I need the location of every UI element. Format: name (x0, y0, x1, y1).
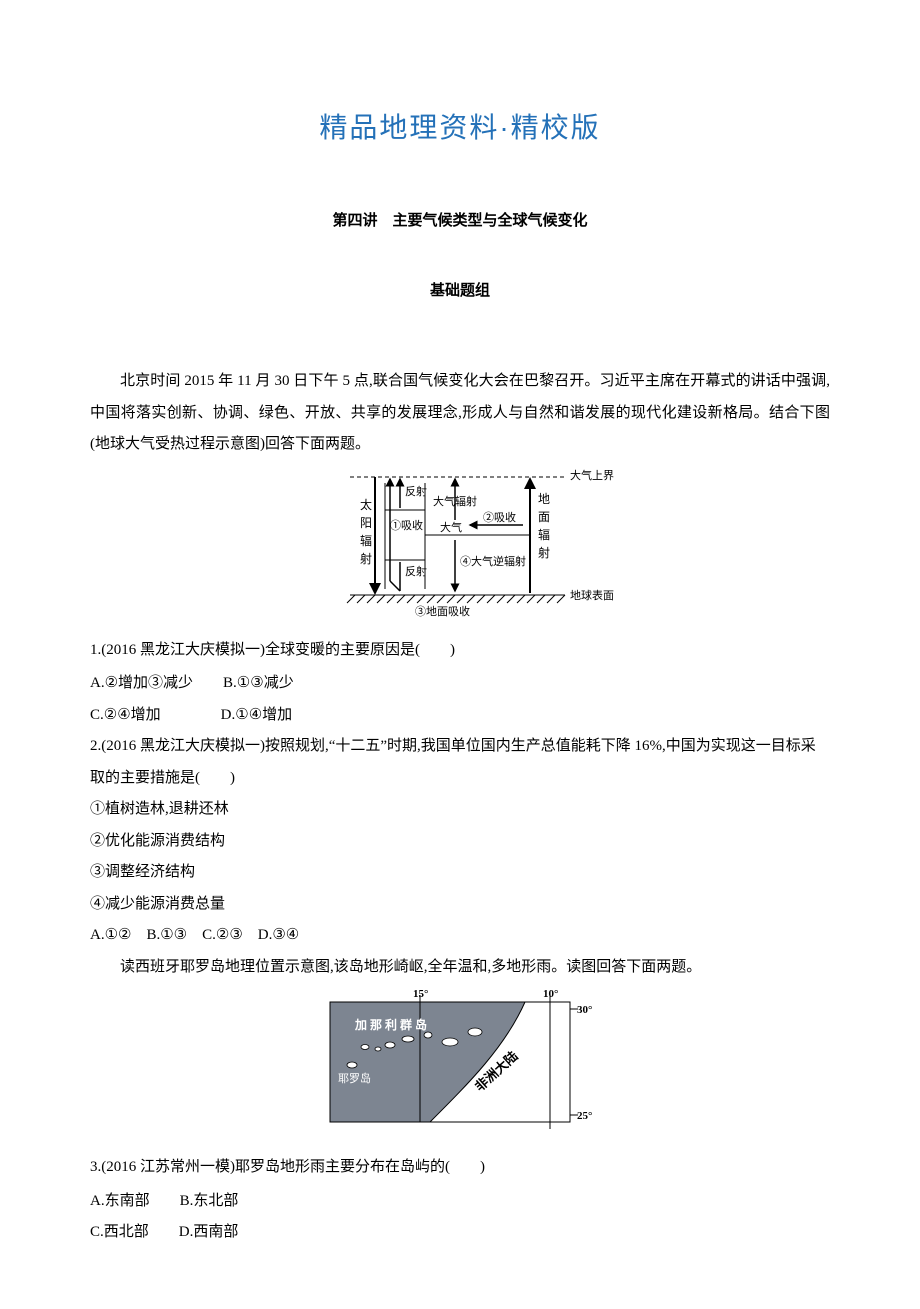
q1-optD: D.①④增加 (221, 707, 292, 723)
label-solar-1: 太 (360, 497, 372, 512)
para-2: 读西班牙耶罗岛地理位置示意图,该岛地形崎岖,全年温和,多地形雨。读图回答下面两题… (90, 952, 830, 984)
figure-atmosphere-diagram: 大气上界 地球表面 太 阳 辐 射 反射 ①吸收 反射 大气辐射 大气 ②吸收 … (90, 465, 830, 631)
figure-hierro-map: 15° 10° 30° 25° 加 那 利 群 岛 耶罗岛 非洲大陆 (90, 987, 830, 1148)
label-atm: 大气 (440, 520, 462, 534)
q2-item-4: ④减少能源消费总量 (90, 889, 830, 921)
label-hierro: 耶罗岛 (338, 1071, 371, 1085)
label-solar-2: 阳 (360, 516, 372, 530)
q2-item-1: ①植树造林,退耕还林 (90, 794, 830, 826)
label-canary: 加 那 利 群 岛 (354, 1017, 427, 1032)
main-title: 精品地理资料·精校版 (90, 100, 830, 156)
q3-stem: 3.(2016 江苏常州一模)耶罗岛地形雨主要分布在岛屿的( ) (90, 1152, 830, 1184)
label-lon-left: 15° (413, 988, 428, 1000)
section-title: 基础题组 (90, 276, 830, 306)
label-ground-absorb: ③地面吸收 (415, 604, 470, 618)
label-lat-top: 30° (577, 1004, 592, 1016)
label-ground-1: 地 (538, 492, 550, 506)
label-solar-3: 辐 (360, 533, 372, 548)
q3-optC: C.西北部 (90, 1224, 149, 1240)
q3-optB: B.东北部 (180, 1193, 239, 1209)
q2-item-2: ②优化能源消费结构 (90, 826, 830, 858)
label-absorb-1: ①吸收 (390, 518, 423, 532)
q3-optD: D.西南部 (179, 1224, 239, 1240)
q1-optC: C.②④增加 (90, 707, 161, 723)
label-atm-rad: 大气辐射 (433, 494, 477, 508)
q1-stem: 1.(2016 黑龙江大庆模拟一)全球变暖的主要原因是( ) (90, 635, 830, 667)
label-back-rad: ④大气逆辐射 (460, 554, 526, 568)
q1-optB: B.①③减少 (223, 675, 294, 691)
label-reflect-2: 反射 (405, 564, 427, 578)
q2-options: A.①② B.①③ C.②③ D.③④ (90, 920, 830, 952)
label-absorb-2: ②吸收 (483, 510, 516, 524)
q3-optA: A.东南部 (90, 1193, 150, 1209)
label-reflect-1: 反射 (405, 484, 427, 498)
q1-optA: A.②增加③减少 (90, 675, 193, 691)
label-lon-right: 10° (543, 988, 558, 1000)
label-ground-2: 面 (538, 510, 550, 524)
subtitle: 第四讲 主要气候类型与全球气候变化 (90, 206, 830, 236)
intro-paragraph: 北京时间 2015 年 11 月 30 日下午 5 点,联合国气候变化大会在巴黎… (90, 366, 830, 461)
label-ground-4: 射 (538, 545, 550, 560)
q2-item-3: ③调整经济结构 (90, 857, 830, 889)
label-solar-4: 射 (360, 551, 372, 566)
label-ground-3: 辐 (538, 527, 550, 542)
label-atm-top: 大气上界 (570, 468, 614, 482)
q2-stem: 2.(2016 黑龙江大庆模拟一)按照规划,“十二五”时期,我国单位国内生产总值… (90, 731, 830, 794)
label-lat-bottom: 25° (577, 1110, 592, 1122)
label-ground: 地球表面 (570, 588, 614, 602)
